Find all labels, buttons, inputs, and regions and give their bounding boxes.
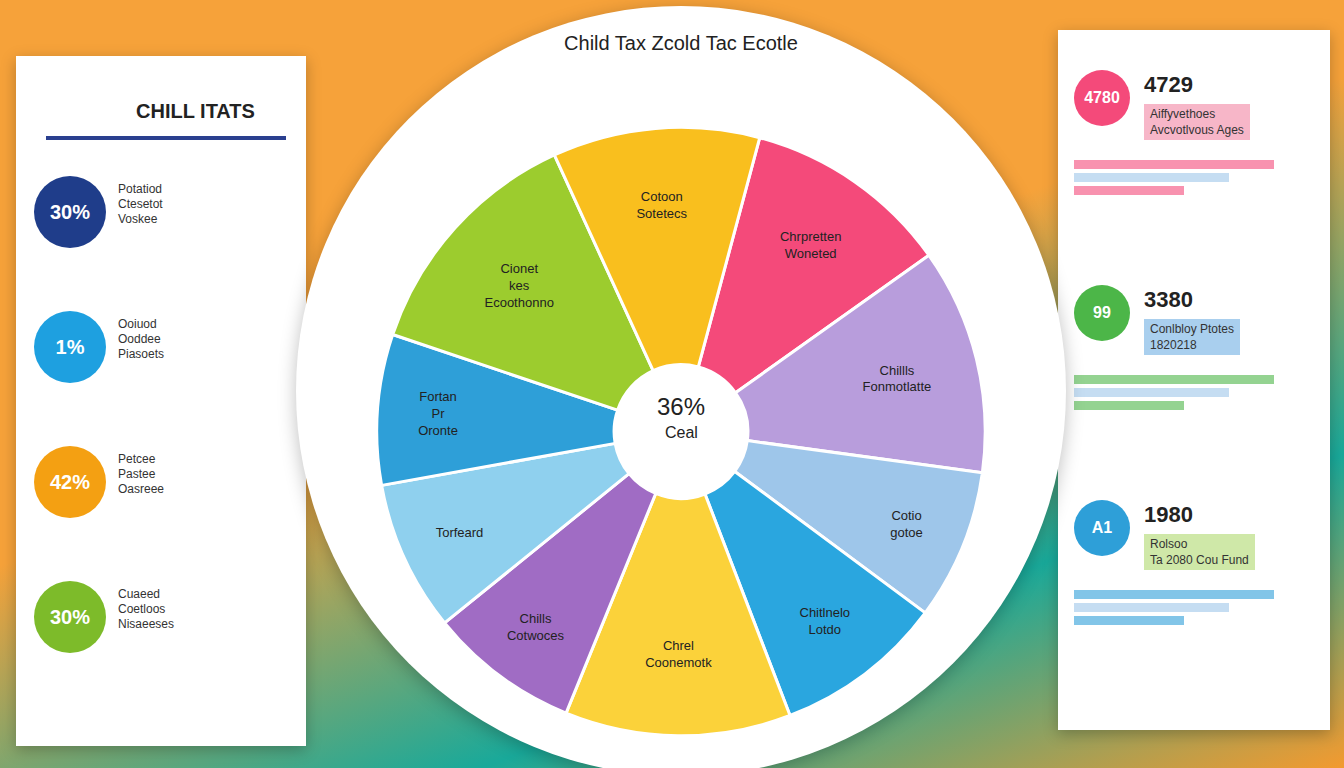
html-text:1%: 1% [55,335,85,358]
svg-text:Cotiogotoe: Cotiogotoe [890,508,923,540]
html-text:Aiffyvethoes: Aiffyvethoes [1150,107,1216,121]
svg-text:ChrprettenWoneted: ChrprettenWoneted [780,229,841,261]
html-text:Voskee: Voskee [118,212,158,226]
html-text:CHILL ITATS: CHILL ITATS [136,100,255,122]
html-text:Nisaeeses: Nisaeeses [118,617,174,631]
html-text:Conlbloy Ptotes: Conlbloy Ptotes [1150,322,1234,336]
html-text:Ooiuod: Ooiuod [118,317,157,331]
svg-text:ChilllsFonmotlatte: ChilllsFonmotlatte [863,363,932,395]
html-text:1980: 1980 [1144,502,1193,527]
html-text:30%: 30% [50,605,90,628]
svg-text:CotoonSotetecs: CotoonSotetecs [636,189,687,221]
svg-text:CionetkesEcoothonno: CionetkesEcoothonno [484,261,553,310]
html-text:Oasreee: Oasreee [118,482,164,496]
svg-text:ChrelCoonemotk: ChrelCoonemotk [645,638,712,670]
html-text:4780: 4780 [1084,89,1120,106]
html-text:1820218: 1820218 [1150,338,1197,352]
html-text:Cuaeed: Cuaeed [118,587,160,601]
html-text:99: 99 [1093,304,1111,321]
html-text:3380: 3380 [1144,287,1193,312]
html-text:Ooddee: Ooddee [118,332,161,346]
html-text:Ctesetot: Ctesetot [118,197,163,211]
svg-text:Ceal: Ceal [665,424,698,441]
svg-text:ChillsCotwoces: ChillsCotwoces [507,611,565,643]
svg-text:ChitlneloLotdo: ChitlneloLotdo [800,605,851,637]
html-text:42%: 42% [50,470,90,493]
html-text:Potatiod: Potatiod [118,182,162,196]
html-text:Avcvotlvous Ages: Avcvotlvous Ages [1150,123,1244,137]
html-text:Coetloos: Coetloos [118,602,166,616]
html-text:Piasoets: Piasoets [118,347,164,361]
svg-text:36%: 36% [657,393,705,420]
html-text:Pastee: Pastee [118,467,156,481]
html-text:30%: 30% [50,200,90,223]
html-text:Rolsoo: Rolsoo [1150,537,1188,551]
html-text:A1: A1 [1091,519,1113,536]
svg-text:Child Tax Zcold Tac Ecotle: Child Tax Zcold Tac Ecotle [564,32,798,54]
svg-text:FortanPrOronte: FortanPrOronte [418,389,458,438]
html-text:4729: 4729 [1144,72,1193,97]
html-text:Petcee: Petcee [118,452,156,466]
html-text:Ta 2080 Cou Fund: Ta 2080 Cou Fund [1150,553,1249,567]
svg-text:Torfeard: Torfeard [436,525,484,540]
